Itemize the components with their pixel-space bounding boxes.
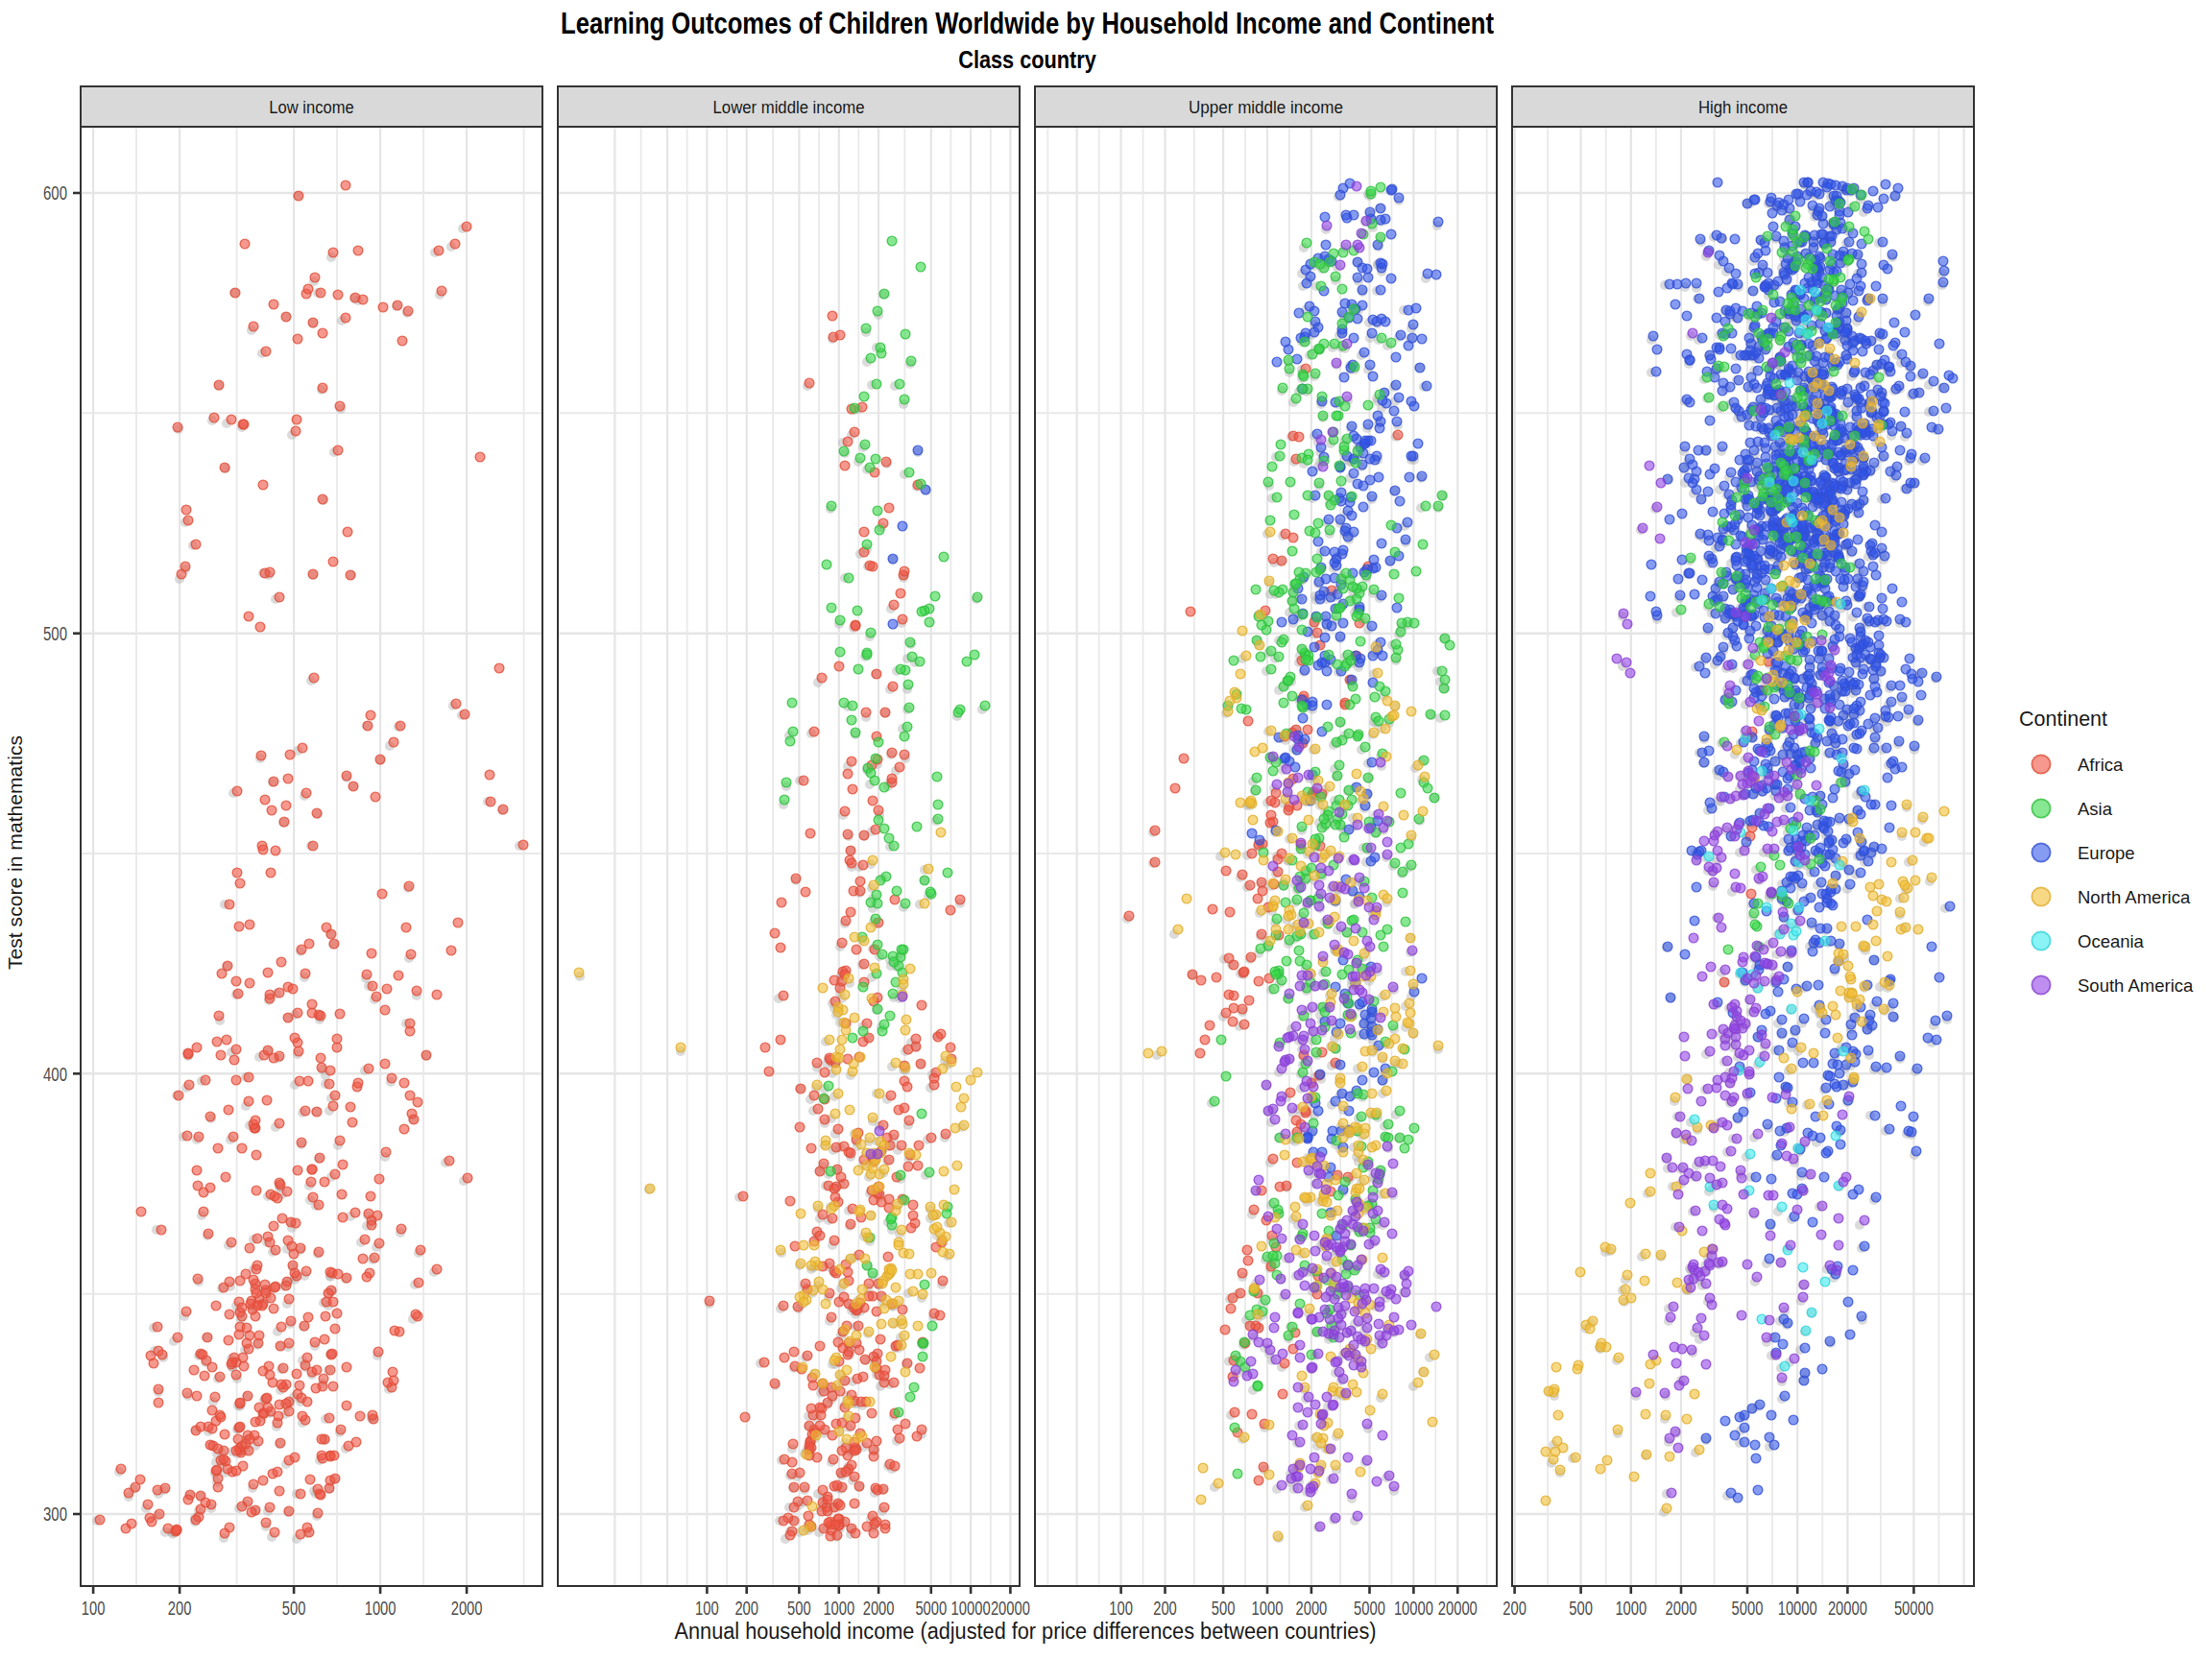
- svg-text:High income: High income: [1698, 98, 1788, 117]
- svg-text:1000: 1000: [1252, 1598, 1284, 1619]
- svg-text:South America: South America: [2078, 975, 2194, 996]
- svg-text:Asia: Asia: [2078, 799, 2113, 819]
- svg-text:10000: 10000: [1394, 1598, 1433, 1619]
- svg-text:400: 400: [43, 1064, 67, 1085]
- svg-text:Europe: Europe: [2078, 843, 2135, 863]
- svg-text:5000: 5000: [1732, 1598, 1764, 1619]
- svg-text:500: 500: [43, 623, 67, 644]
- svg-text:600: 600: [43, 182, 67, 204]
- svg-text:Low income: Low income: [269, 98, 353, 117]
- svg-text:Continent: Continent: [2019, 708, 2107, 731]
- svg-text:20000: 20000: [1828, 1598, 1867, 1619]
- svg-text:20000: 20000: [991, 1598, 1030, 1619]
- svg-text:Lower middle income: Lower middle income: [713, 98, 865, 117]
- svg-text:500: 500: [1569, 1598, 1593, 1619]
- svg-text:500: 500: [282, 1598, 306, 1619]
- svg-text:100: 100: [1109, 1598, 1133, 1619]
- svg-text:50000: 50000: [1894, 1598, 1934, 1619]
- svg-text:Upper middle income: Upper middle income: [1189, 98, 1343, 117]
- svg-text:Class country: Class country: [958, 46, 1096, 73]
- svg-text:200: 200: [1503, 1598, 1527, 1619]
- svg-text:20000: 20000: [1438, 1598, 1478, 1619]
- svg-text:10000: 10000: [1778, 1598, 1817, 1619]
- svg-text:2000: 2000: [863, 1598, 895, 1619]
- svg-text:Africa: Africa: [2078, 755, 2124, 775]
- svg-text:5000: 5000: [915, 1598, 947, 1619]
- svg-text:1000: 1000: [365, 1598, 397, 1619]
- svg-text:500: 500: [787, 1598, 811, 1619]
- svg-text:2000: 2000: [1296, 1598, 1328, 1619]
- svg-text:Oceania: Oceania: [2078, 931, 2145, 951]
- svg-text:Test score in mathematics: Test score in mathematics: [4, 735, 26, 970]
- svg-text:2000: 2000: [451, 1598, 483, 1619]
- svg-text:5000: 5000: [1354, 1598, 1385, 1619]
- svg-text:Annual household income (adjus: Annual household income (adjusted for pr…: [675, 1619, 1377, 1644]
- svg-text:500: 500: [1212, 1598, 1236, 1619]
- svg-text:Learning Outcomes of Children: Learning Outcomes of Children Worldwide …: [561, 7, 1494, 40]
- svg-text:200: 200: [734, 1598, 758, 1619]
- svg-text:100: 100: [695, 1598, 719, 1619]
- svg-text:200: 200: [168, 1598, 192, 1619]
- svg-text:100: 100: [82, 1598, 106, 1619]
- svg-text:2000: 2000: [1666, 1598, 1697, 1619]
- svg-text:200: 200: [1153, 1598, 1177, 1619]
- svg-text:1000: 1000: [823, 1598, 854, 1619]
- svg-text:10000: 10000: [951, 1598, 991, 1619]
- svg-text:North America: North America: [2078, 887, 2191, 907]
- svg-text:300: 300: [43, 1503, 67, 1525]
- svg-text:1000: 1000: [1615, 1598, 1647, 1619]
